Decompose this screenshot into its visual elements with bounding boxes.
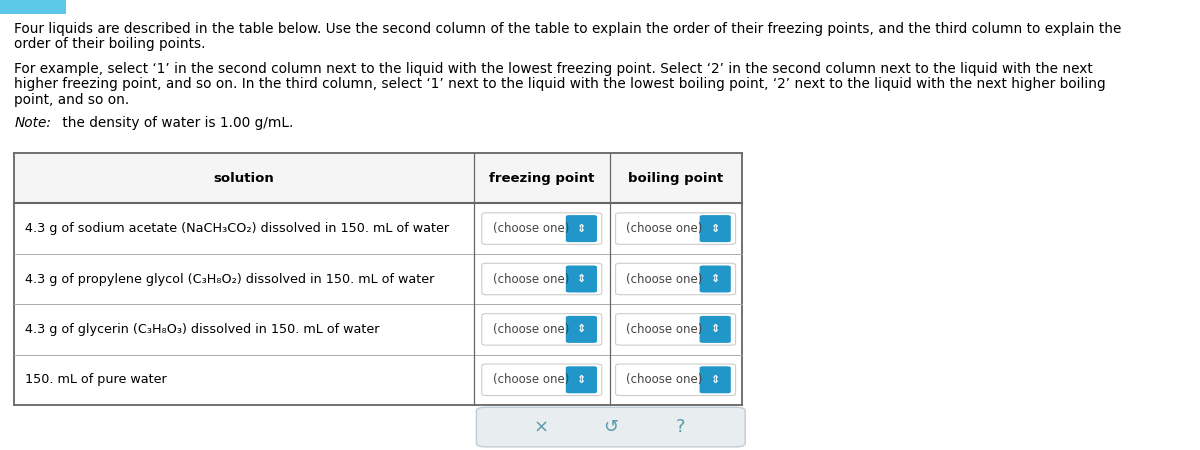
Text: 4.3 g of sodium acetate (NaCH₃CO₂) dissolved in 150. mL of water: 4.3 g of sodium acetate (NaCH₃CO₂) disso… [25, 222, 449, 235]
Text: ⇕: ⇕ [577, 224, 586, 234]
Text: ⇕: ⇕ [710, 375, 720, 385]
Text: ×: × [533, 418, 548, 436]
Text: 4.3 g of glycerin (C₃H₈O₃) dissolved in 150. mL of water: 4.3 g of glycerin (C₃H₈O₃) dissolved in … [25, 323, 379, 336]
Text: (choose one): (choose one) [626, 323, 703, 336]
Text: ⇕: ⇕ [710, 274, 720, 284]
Text: ⇕: ⇕ [577, 375, 586, 385]
Text: ⇕: ⇕ [577, 324, 586, 334]
Text: 150. mL of pure water: 150. mL of pure water [25, 374, 167, 386]
Text: (choose one): (choose one) [626, 273, 703, 285]
Text: Four liquids are described in the table below. Use the second column of the tabl: Four liquids are described in the table … [14, 22, 1122, 36]
Text: ⇕: ⇕ [577, 274, 586, 284]
Text: the density of water is 1.00 g/mL.: the density of water is 1.00 g/mL. [59, 116, 294, 130]
Text: ⇕: ⇕ [710, 324, 720, 334]
Text: (choose one): (choose one) [493, 323, 569, 336]
Text: freezing point: freezing point [490, 172, 594, 184]
Text: ⇕: ⇕ [710, 224, 720, 234]
Text: Note:: Note: [14, 116, 52, 130]
Text: 4.3 g of propylene glycol (C₃H₈O₂) dissolved in 150. mL of water: 4.3 g of propylene glycol (C₃H₈O₂) disso… [25, 273, 434, 285]
Text: ↺: ↺ [604, 418, 618, 436]
Text: (choose one): (choose one) [493, 273, 569, 285]
Text: point, and so on.: point, and so on. [14, 93, 130, 107]
Text: order of their boiling points.: order of their boiling points. [14, 37, 206, 51]
Text: (choose one): (choose one) [626, 374, 703, 386]
Text: (choose one): (choose one) [626, 222, 703, 235]
Text: higher freezing point, and so on. In the third column, select ‘1’ next to the li: higher freezing point, and so on. In the… [14, 77, 1106, 91]
Text: (choose one): (choose one) [493, 374, 569, 386]
Text: boiling point: boiling point [628, 172, 724, 184]
Text: solution: solution [214, 172, 275, 184]
Text: (choose one): (choose one) [493, 222, 569, 235]
Text: For example, select ‘1’ in the second column next to the liquid with the lowest : For example, select ‘1’ in the second co… [14, 62, 1093, 76]
Text: ?: ? [676, 418, 685, 436]
